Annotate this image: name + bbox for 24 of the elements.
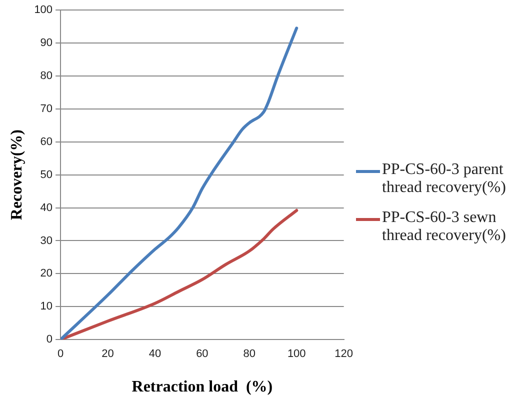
legend-label: PP-CS-60-3 sewn thread recovery(%)	[382, 208, 507, 244]
y-tick-label: 100	[34, 4, 53, 16]
y-tick-label: 10	[40, 300, 53, 313]
y-tick-label: 60	[40, 136, 53, 148]
x-axis-title: Retraction load (%)	[132, 378, 273, 396]
line-series	[60, 208, 298, 340]
x-tick-label: 120	[334, 348, 354, 360]
x-tick-label: 20	[102, 348, 114, 360]
y-tick-label: 50	[40, 168, 53, 181]
y-tick-label: 0	[46, 334, 53, 346]
y-tick-label: 40	[40, 202, 53, 214]
y-tick-label: 30	[40, 234, 53, 247]
y-tick-label: 80	[40, 70, 53, 82]
y-axis-title: Recovery(%)	[8, 129, 26, 220]
y-tick-label: 70	[40, 102, 53, 115]
y-tick-label: 90	[40, 36, 53, 49]
x-tick-label: 100	[287, 348, 306, 360]
line-series	[60, 26, 298, 340]
x-tick-label: 0	[57, 348, 64, 360]
y-tick-label: 20	[40, 268, 53, 280]
x-tick-label: 60	[196, 348, 208, 360]
x-tick-label: 40	[148, 348, 162, 360]
legend-label: PP-CS-60-3 parent thread recovery(%)	[382, 160, 507, 196]
x-tick-label: 80	[243, 348, 256, 360]
